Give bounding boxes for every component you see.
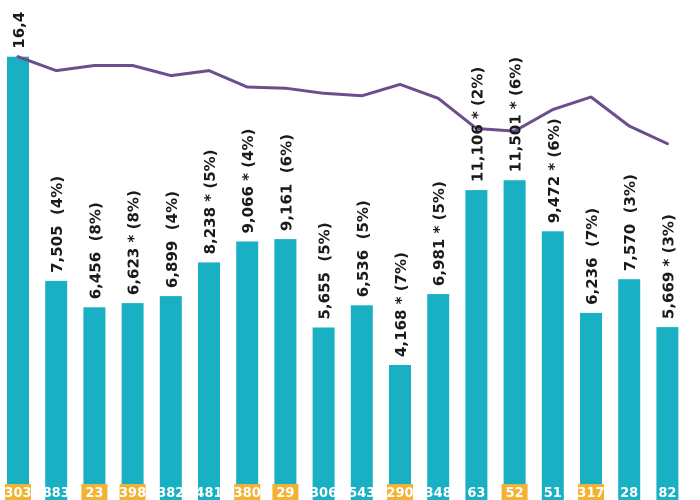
base-label-6: 380	[234, 486, 261, 500]
bar-label-1: 7,505 (4%)	[48, 176, 66, 273]
base-label-15: 317	[577, 486, 604, 500]
base-label-11: 348	[425, 486, 452, 500]
bar-label-8: 5,655 (5%)	[316, 222, 334, 319]
bar-label-9: 6,536 (5%)	[354, 200, 372, 297]
bar-2	[83, 307, 105, 470]
base-label-3: 398	[119, 486, 146, 500]
base-label-13: 52	[506, 486, 524, 500]
bar-6	[236, 242, 258, 471]
base-label-12: 63	[467, 486, 485, 500]
bar-label-11: 6,981 * (5%)	[430, 181, 448, 286]
bar-14	[542, 231, 564, 470]
bar-16	[618, 279, 640, 470]
bar-5	[198, 262, 220, 470]
base-label-1: 883	[43, 486, 70, 500]
base-label-7: 29	[276, 486, 294, 500]
bar-11	[427, 294, 449, 470]
bar-12	[465, 190, 487, 470]
base-label-5: 481	[195, 486, 222, 500]
bar-label-4: 6,899 (4%)	[163, 191, 181, 288]
bar-1	[45, 281, 67, 470]
bar-8	[313, 328, 335, 471]
bar-4	[160, 296, 182, 470]
bar-label-17: 5,669 * (3%)	[659, 214, 677, 319]
bar-label-3: 6,623 * (8%)	[125, 190, 143, 295]
bar-label-15: 6,236 (7%)	[583, 208, 601, 305]
base-label-9: 543	[348, 486, 375, 500]
bar-10	[389, 365, 411, 470]
bar-15	[580, 313, 602, 470]
base-label-17: 82	[658, 486, 676, 500]
base-label-0: 303	[4, 486, 31, 500]
base-label-16: 28	[620, 486, 638, 500]
bar-3	[122, 303, 144, 470]
base-label-2: 23	[85, 486, 103, 500]
bar-label-7: 9,161 (6%)	[277, 134, 295, 231]
bar-label-0: 16,4	[10, 12, 28, 49]
bar-label-6: 9,066 * (4%)	[239, 129, 257, 234]
bar-9	[351, 305, 373, 470]
bar-13	[504, 180, 526, 470]
base-label-8: 306	[310, 486, 337, 500]
bar-7	[274, 239, 296, 470]
base-label-10: 290	[386, 486, 413, 500]
bar-17	[656, 327, 678, 470]
bar-label-5: 8,238 * (5%)	[201, 149, 219, 254]
bar-label-2: 6,456 (8%)	[86, 202, 104, 299]
bar-label-10: 4,168 * (7%)	[392, 252, 410, 357]
bar-label-14: 9,472 * (6%)	[545, 118, 563, 223]
base-label-4: 382	[157, 486, 184, 500]
bar-label-13: 11,501 * (6%)	[507, 57, 525, 172]
bar-label-12: 11,106 * (2%)	[468, 67, 486, 182]
trend-line	[18, 57, 667, 144]
bar-0	[7, 57, 29, 470]
bar-label-16: 7,570 (3%)	[621, 174, 639, 271]
base-label-14: 51	[544, 486, 562, 500]
